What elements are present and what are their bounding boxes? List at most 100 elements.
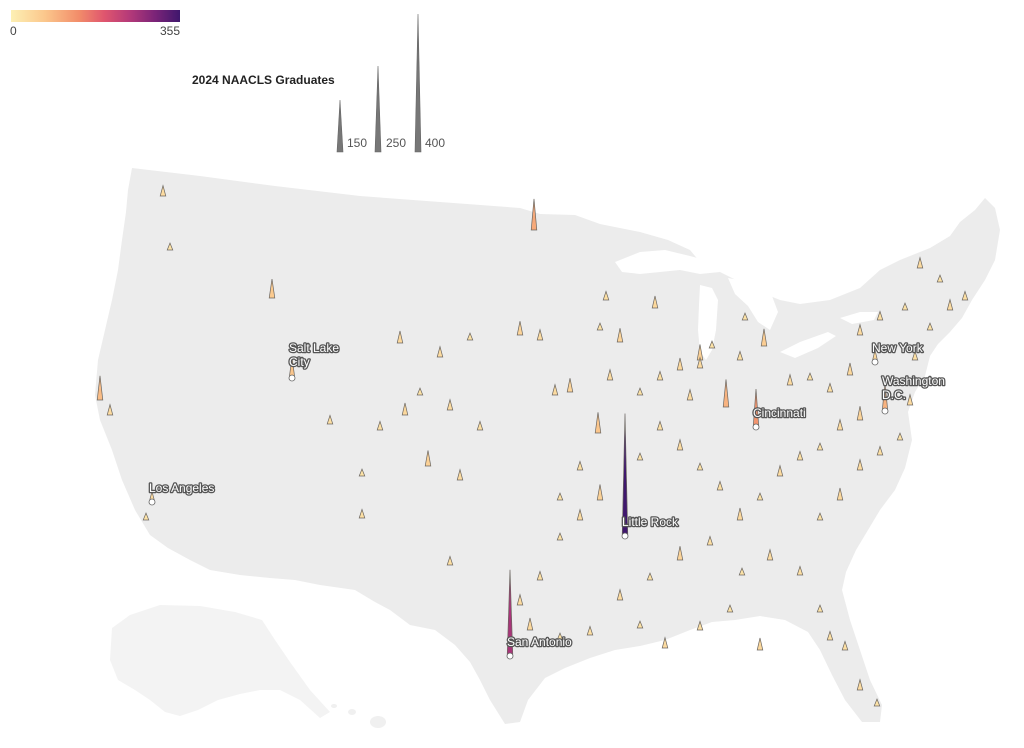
spike-program (722, 379, 730, 408)
city-label-text: D.C. (882, 388, 906, 402)
spike-program (756, 492, 764, 501)
spike-program (836, 487, 844, 501)
color-legend-max: 355 (160, 24, 181, 38)
spike-program (706, 535, 714, 546)
spike-program (446, 555, 454, 566)
city-label-text: Los Angeles (149, 481, 214, 495)
spike-program (516, 321, 524, 336)
spike-program (594, 412, 602, 434)
spike-program (926, 322, 934, 331)
spike-program (676, 438, 684, 451)
spike-program (358, 508, 366, 519)
spike-program (741, 312, 749, 321)
spike-program (696, 620, 704, 631)
spike-program (576, 460, 584, 471)
spike-program (416, 387, 424, 396)
spike-program (756, 637, 764, 651)
city-marker (506, 652, 514, 660)
spike-program (816, 442, 824, 451)
spike-program (376, 420, 384, 431)
spike-program (936, 274, 944, 283)
spike-program (736, 507, 744, 521)
spike-program (906, 393, 914, 406)
spike-program (760, 328, 768, 347)
city-label-cincinnati: Cincinnati (752, 405, 807, 431)
spike-program (616, 588, 624, 601)
size-legend-title: 2024 NAACLS Graduates (192, 73, 335, 87)
spike-program (876, 445, 884, 456)
spike-program (841, 640, 849, 651)
hawaii-islet (348, 709, 356, 715)
spike-program (686, 388, 694, 401)
spike-program (736, 350, 744, 361)
spike-program (556, 632, 564, 641)
spike-program (476, 420, 484, 431)
spike-program (896, 432, 904, 441)
city-label-new-york: New York (871, 340, 925, 366)
spike-program (836, 418, 844, 431)
size-legend-label-150: 150 (347, 136, 367, 150)
spike-program (602, 290, 610, 301)
size-legend-spike-400 (414, 13, 422, 153)
city-label-little-rock: Little Rock (621, 514, 680, 540)
spike-program (142, 512, 150, 521)
spike-program (901, 302, 909, 311)
spike-program (96, 375, 104, 401)
spike-program (556, 492, 564, 501)
spike-program (606, 368, 614, 381)
spike-program (436, 345, 444, 358)
spike-program (516, 593, 524, 606)
spike-program (556, 532, 564, 541)
spike-program (876, 310, 884, 321)
lake-huron (728, 278, 778, 330)
color-legend-min: 0 (10, 24, 17, 38)
spike-program (636, 452, 644, 461)
spike-program (166, 242, 174, 251)
spike-program (651, 295, 659, 309)
size-legend-spike-250 (374, 65, 382, 153)
spike-program (676, 546, 684, 561)
spike-program (676, 357, 684, 371)
spike-program (806, 372, 814, 381)
spike-program (661, 636, 669, 649)
spike-program (856, 458, 864, 471)
spike-program (536, 328, 544, 341)
spike-program (596, 322, 604, 331)
spike-program (816, 512, 824, 521)
spike-program (916, 256, 924, 269)
spike-program (856, 406, 864, 421)
lake-michigan (698, 285, 718, 360)
spike-program (961, 290, 969, 301)
spike-program (536, 570, 544, 581)
spike-program (696, 462, 704, 471)
spike-program (268, 278, 276, 299)
city-label-text: City (289, 355, 310, 369)
spike-program (776, 464, 784, 477)
spike-program (576, 508, 584, 521)
spike-program (159, 184, 167, 197)
spike-program (911, 350, 919, 361)
spike-program (826, 382, 834, 393)
spike-program (530, 198, 538, 231)
spike-program (106, 403, 114, 416)
city-marker (752, 423, 760, 431)
city-label-text: New York (872, 341, 924, 355)
spike-program (708, 340, 716, 349)
spike-program (656, 420, 664, 431)
spike-program (401, 402, 409, 416)
spike-program (566, 378, 574, 393)
lake-superior (615, 250, 720, 274)
lake-ontario (840, 312, 878, 324)
spike-program (446, 398, 454, 411)
spike-program (596, 484, 604, 501)
spike-program (636, 620, 644, 629)
spike-program (466, 332, 474, 341)
spike-program (786, 373, 794, 386)
spike-program (796, 565, 804, 576)
spike-program (456, 468, 464, 481)
city-marker (148, 498, 156, 506)
spike-program (816, 604, 824, 613)
spike-program (856, 323, 864, 336)
